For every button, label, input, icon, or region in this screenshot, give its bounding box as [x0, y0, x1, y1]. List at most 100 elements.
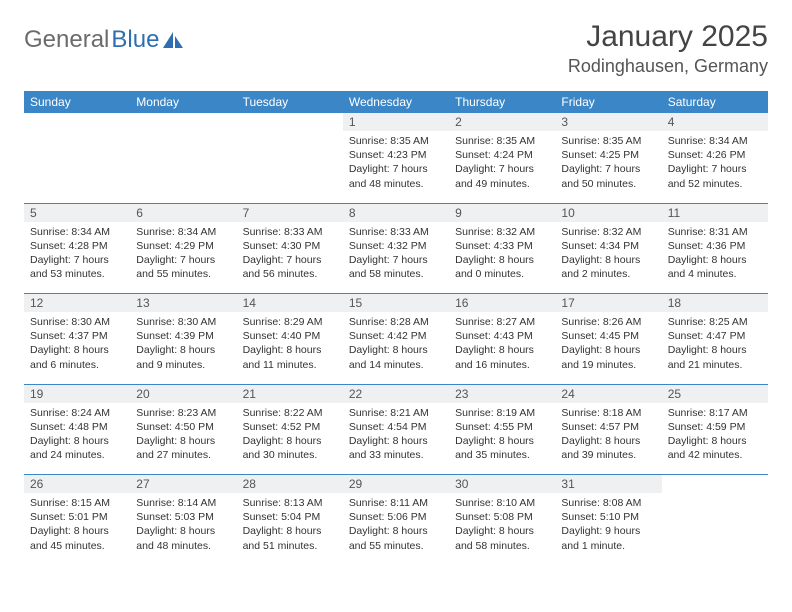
weekday-header: Thursday — [449, 91, 555, 113]
daylight-line: Daylight: 8 hours and 51 minutes. — [243, 524, 337, 552]
title-block: January 2025 Rodinghausen, Germany — [568, 20, 768, 77]
sunset-line: Sunset: 4:33 PM — [455, 239, 549, 253]
daylight-line: Daylight: 8 hours and 11 minutes. — [243, 343, 337, 371]
day-content-cell: Sunrise: 8:22 AMSunset: 4:52 PMDaylight:… — [237, 403, 343, 475]
daylight-line: Daylight: 8 hours and 4 minutes. — [668, 253, 762, 281]
day-number-cell: 13 — [130, 294, 236, 313]
day-content-cell: Sunrise: 8:23 AMSunset: 4:50 PMDaylight:… — [130, 403, 236, 475]
sunrise-line: Sunrise: 8:23 AM — [136, 406, 230, 420]
sunset-line: Sunset: 4:45 PM — [561, 329, 655, 343]
sunset-line: Sunset: 4:23 PM — [349, 148, 443, 162]
day-number-cell: 10 — [555, 203, 661, 222]
daylight-line: Daylight: 7 hours and 50 minutes. — [561, 162, 655, 190]
sunset-line: Sunset: 4:29 PM — [136, 239, 230, 253]
sunrise-line: Sunrise: 8:28 AM — [349, 315, 443, 329]
day-content-cell: Sunrise: 8:08 AMSunset: 5:10 PMDaylight:… — [555, 493, 661, 565]
sunset-line: Sunset: 4:55 PM — [455, 420, 549, 434]
day-number-cell: 25 — [662, 384, 768, 403]
sunset-line: Sunset: 4:36 PM — [668, 239, 762, 253]
weekday-header: Wednesday — [343, 91, 449, 113]
day-number-cell: 17 — [555, 294, 661, 313]
sunset-line: Sunset: 4:26 PM — [668, 148, 762, 162]
sunrise-line: Sunrise: 8:27 AM — [455, 315, 549, 329]
day-number-cell: 27 — [130, 475, 236, 494]
sunset-line: Sunset: 4:47 PM — [668, 329, 762, 343]
sunset-line: Sunset: 4:50 PM — [136, 420, 230, 434]
sunset-line: Sunset: 4:52 PM — [243, 420, 337, 434]
day-number-cell: 22 — [343, 384, 449, 403]
logo-sail-icon — [163, 32, 185, 48]
day-number-cell: 31 — [555, 475, 661, 494]
sunrise-line: Sunrise: 8:34 AM — [668, 134, 762, 148]
header: GeneralBlue January 2025 Rodinghausen, G… — [24, 20, 768, 77]
day-content-cell: Sunrise: 8:29 AMSunset: 4:40 PMDaylight:… — [237, 312, 343, 384]
day-content-cell: Sunrise: 8:33 AMSunset: 4:32 PMDaylight:… — [343, 222, 449, 294]
sunset-line: Sunset: 4:57 PM — [561, 420, 655, 434]
day-number-row: 12131415161718 — [24, 294, 768, 313]
daylight-line: Daylight: 8 hours and 30 minutes. — [243, 434, 337, 462]
day-number-cell: 9 — [449, 203, 555, 222]
sunrise-line: Sunrise: 8:17 AM — [668, 406, 762, 420]
daylight-line: Daylight: 8 hours and 39 minutes. — [561, 434, 655, 462]
day-content-cell — [662, 493, 768, 565]
day-number-cell: 28 — [237, 475, 343, 494]
day-content-row: Sunrise: 8:35 AM Sunset: 4:23 PM Daylight:… — [24, 131, 768, 203]
sunset-line: Sunset: 4:28 PM — [30, 239, 124, 253]
day-content-cell: Sunrise: 8:10 AMSunset: 5:08 PMDaylight:… — [449, 493, 555, 565]
daylight-line: Daylight: 8 hours and 42 minutes. — [668, 434, 762, 462]
day-content-cell: Sunrise: 8:25 AMSunset: 4:47 PMDaylight:… — [662, 312, 768, 384]
day-content-cell: Sunrise: 8:15 AMSunset: 5:01 PMDaylight:… — [24, 493, 130, 565]
day-content-row: Sunrise: 8:34 AMSunset: 4:28 PMDaylight:… — [24, 222, 768, 294]
day-content-cell: Sunrise: 8:33 AMSunset: 4:30 PMDaylight:… — [237, 222, 343, 294]
day-number-cell: 5 — [24, 203, 130, 222]
sunrise-line: Sunrise: 8:35 AM — [455, 134, 549, 148]
sunrise-line: Sunrise: 8:14 AM — [136, 496, 230, 510]
sunrise-line: Sunrise: 8:30 AM — [136, 315, 230, 329]
day-content-cell: Sunrise: 8:34 AMSunset: 4:26 PMDaylight:… — [662, 131, 768, 203]
sunset-line: Sunset: 4:39 PM — [136, 329, 230, 343]
daylight-line: Daylight: 9 hours and 1 minute. — [561, 524, 655, 552]
sunset-line: Sunset: 4:40 PM — [243, 329, 337, 343]
daylight-line: Daylight: 8 hours and 19 minutes. — [561, 343, 655, 371]
day-content-cell: Sunrise: 8:32 AMSunset: 4:33 PMDaylight:… — [449, 222, 555, 294]
sunrise-line: Sunrise: 8:30 AM — [30, 315, 124, 329]
sunrise-line: Sunrise: 8:34 AM — [30, 225, 124, 239]
daylight-line: Daylight: 8 hours and 27 minutes. — [136, 434, 230, 462]
day-number-row: 262728293031 — [24, 475, 768, 494]
sunrise-line: Sunrise: 8:35 AM — [561, 134, 655, 148]
day-content-cell: Sunrise: 8:34 AMSunset: 4:28 PMDaylight:… — [24, 222, 130, 294]
day-content-cell: Sunrise: 8:18 AMSunset: 4:57 PMDaylight:… — [555, 403, 661, 475]
day-content-cell: Sunrise: 8:32 AMSunset: 4:34 PMDaylight:… — [555, 222, 661, 294]
day-content-cell — [237, 131, 343, 203]
sunset-line: Sunset: 4:54 PM — [349, 420, 443, 434]
day-content-cell: Sunrise: 8:26 AMSunset: 4:45 PMDaylight:… — [555, 312, 661, 384]
weekday-header: Saturday — [662, 91, 768, 113]
daylight-line: Daylight: 8 hours and 2 minutes. — [561, 253, 655, 281]
day-number-cell: 15 — [343, 294, 449, 313]
day-content-cell: Sunrise: 8:31 AMSunset: 4:36 PMDaylight:… — [662, 222, 768, 294]
day-content-cell — [130, 131, 236, 203]
sunrise-line: Sunrise: 8:31 AM — [668, 225, 762, 239]
day-content-row: Sunrise: 8:15 AMSunset: 5:01 PMDaylight:… — [24, 493, 768, 565]
sunrise-line: Sunrise: 8:33 AM — [349, 225, 443, 239]
day-content-row: Sunrise: 8:24 AMSunset: 4:48 PMDaylight:… — [24, 403, 768, 475]
sunrise-line: Sunrise: 8:24 AM — [30, 406, 124, 420]
day-number-cell: 6 — [130, 203, 236, 222]
sunrise-line: Sunrise: 8:25 AM — [668, 315, 762, 329]
day-number-cell: 8 — [343, 203, 449, 222]
day-number-cell — [24, 113, 130, 131]
day-content-cell: Sunrise: 8:24 AMSunset: 4:48 PMDaylight:… — [24, 403, 130, 475]
sunrise-line: Sunrise: 8:33 AM — [243, 225, 337, 239]
day-content-cell: Sunrise: 8:35 AMSunset: 4:24 PMDaylight:… — [449, 131, 555, 203]
daylight-line: Daylight: 8 hours and 14 minutes. — [349, 343, 443, 371]
daylight-line: Daylight: 7 hours and 49 minutes. — [455, 162, 549, 190]
sunrise-line: Sunrise: 8:18 AM — [561, 406, 655, 420]
day-number-cell: 19 — [24, 384, 130, 403]
sunrise-line: Sunrise: 8:34 AM — [136, 225, 230, 239]
day-number-cell: 11 — [662, 203, 768, 222]
day-content-cell — [24, 131, 130, 203]
sunset-line: Sunset: 4:24 PM — [455, 148, 549, 162]
daylight-line: Daylight: 8 hours and 33 minutes. — [349, 434, 443, 462]
daylight-line: Daylight: 7 hours and 52 minutes. — [668, 162, 762, 190]
daylight-line: Daylight: 8 hours and 6 minutes. — [30, 343, 124, 371]
